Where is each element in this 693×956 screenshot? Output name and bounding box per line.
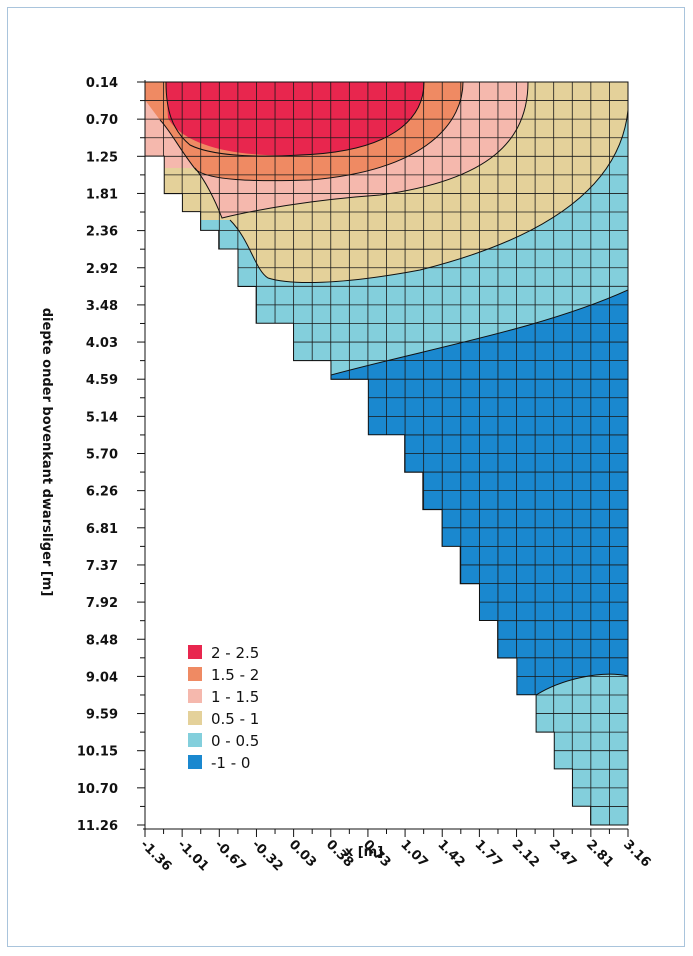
contour-line-3 bbox=[229, 109, 628, 284]
y-tick-label: 4.03 bbox=[86, 336, 118, 351]
legend-swatch bbox=[188, 689, 202, 703]
x-tick-label: -0.32 bbox=[249, 837, 286, 874]
x-tick-label: 2.47 bbox=[546, 837, 579, 870]
y-tick-label: 10.70 bbox=[77, 782, 118, 797]
legend-swatch bbox=[188, 755, 202, 769]
legend-label: 0.5 - 1 bbox=[211, 710, 259, 728]
legend-swatch bbox=[188, 733, 202, 747]
legend-label: 1 - 1.5 bbox=[211, 688, 259, 706]
y-tick-label: 2.36 bbox=[86, 225, 118, 240]
y-tick-label: 3.48 bbox=[86, 299, 118, 314]
legend-swatch bbox=[188, 645, 202, 659]
y-tick-label: 7.37 bbox=[86, 559, 118, 574]
y-tick-label: 5.70 bbox=[86, 448, 118, 463]
contour-line-0 bbox=[165, 82, 425, 157]
x-tick-label: 1.42 bbox=[434, 837, 467, 870]
domain-border bbox=[144, 81, 629, 826]
x-tick-label: 1.77 bbox=[472, 837, 505, 870]
contour-line-4 bbox=[319, 289, 628, 379]
contour-line-1 bbox=[159, 82, 464, 182]
y-tick-label: 11.26 bbox=[77, 819, 118, 834]
y-tick-label: 8.48 bbox=[86, 633, 118, 648]
y-tick-label: 0.14 bbox=[86, 76, 118, 91]
y-tick-label: 6.26 bbox=[86, 485, 118, 500]
y-tick-label: 1.25 bbox=[86, 150, 118, 165]
x-axis-title: x [m] bbox=[345, 845, 383, 860]
y-tick-label: 0.70 bbox=[86, 113, 118, 128]
contour-lines bbox=[159, 82, 628, 696]
y-tick-label: 9.04 bbox=[86, 670, 118, 685]
legend-swatch bbox=[188, 667, 202, 681]
x-tick-label: 1.07 bbox=[397, 837, 430, 870]
y-tick-label: 4.59 bbox=[86, 373, 118, 388]
contour-line-5 bbox=[535, 673, 628, 696]
contour-line-2 bbox=[194, 82, 529, 219]
x-tick-label: 2.81 bbox=[583, 837, 616, 870]
y-tick-label: 1.81 bbox=[86, 187, 118, 202]
y-tick-label: 2.92 bbox=[86, 262, 118, 277]
legend-label: -1 - 0 bbox=[211, 754, 250, 772]
band-0-0.5-lower bbox=[536, 674, 628, 825]
x-tick-label: 3.16 bbox=[620, 837, 653, 870]
y-tick-label: 7.92 bbox=[86, 596, 118, 611]
domain-outline bbox=[144, 81, 629, 826]
y-tick-label: 9.59 bbox=[86, 708, 118, 723]
x-tick-label: -0.67 bbox=[211, 837, 248, 874]
legend-label: 0 - 0.5 bbox=[211, 732, 259, 750]
x-tick-label: -1.01 bbox=[174, 837, 211, 874]
legend-label: 1.5 - 2 bbox=[211, 666, 259, 684]
y-tick-label: 10.15 bbox=[77, 745, 118, 760]
x-tick-label: 0.03 bbox=[286, 837, 319, 870]
x-tick-label: -1.36 bbox=[137, 837, 174, 874]
y-axis-title: diepte onder bovenkant dwarsliger [m] bbox=[39, 308, 54, 597]
legend-label: 2 - 2.5 bbox=[211, 644, 259, 662]
legend: 2 - 2.5 1.5 - 2 1 - 1.5 0.5 - 1 0 - 0.5 -1 - … bbox=[188, 644, 259, 772]
legend-swatch bbox=[188, 711, 202, 725]
y-tick-label: 6.81 bbox=[86, 522, 118, 537]
y-tick-label: 5.14 bbox=[86, 410, 118, 425]
x-tick-label: 2.12 bbox=[509, 837, 542, 870]
